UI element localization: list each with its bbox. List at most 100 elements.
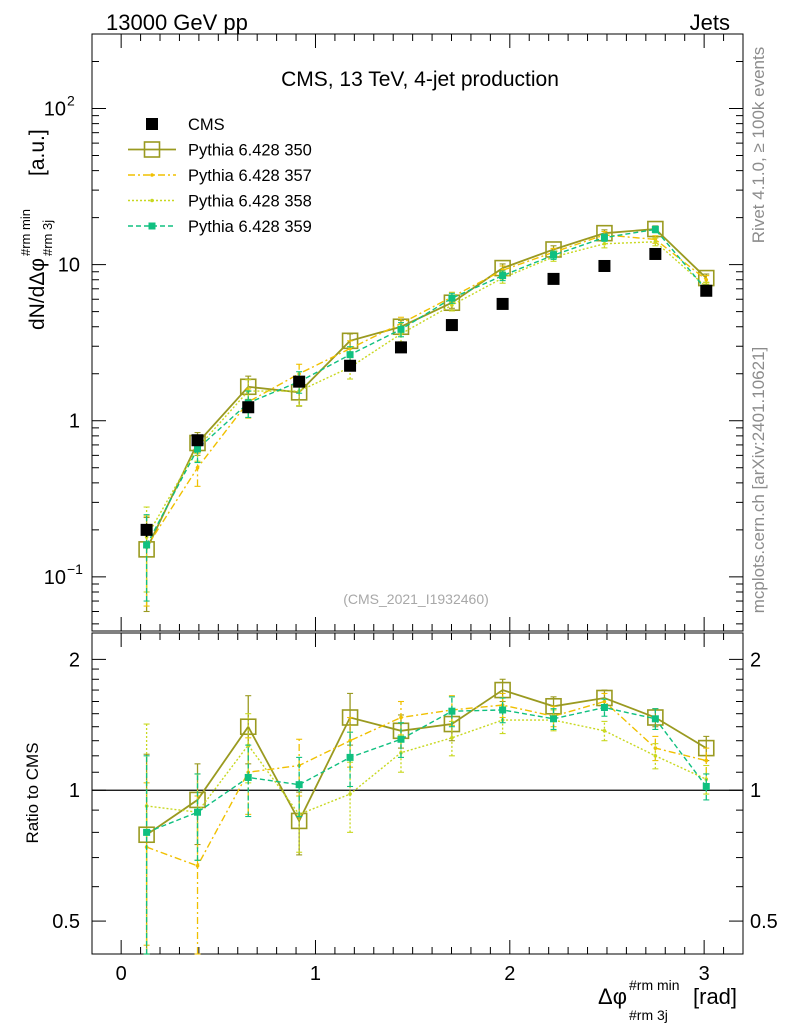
xlabel-sup: #rm min xyxy=(629,977,680,993)
legend-label: Pythia 6.428 358 xyxy=(188,193,312,211)
ratio-series-line xyxy=(146,689,707,836)
ratio-y-tick-label: 0.5 xyxy=(52,911,80,933)
ratio-y-tick-label-right: 1 xyxy=(750,780,761,802)
cms-point xyxy=(445,319,458,332)
y-tick-label-base: 10 xyxy=(44,567,66,589)
xlabel-main: Δφ xyxy=(598,984,627,1009)
cms-data xyxy=(140,247,713,538)
cms-point xyxy=(496,297,509,310)
cms-point xyxy=(293,375,306,388)
top-ylabel-sup: #rm min xyxy=(18,209,33,256)
y-tick-label-exp: 2 xyxy=(67,92,75,108)
legend-marker xyxy=(150,173,154,177)
ratio-series-point xyxy=(138,826,155,844)
top-series-point xyxy=(397,325,405,333)
ratio-series-point xyxy=(651,715,659,723)
mcplots-label: mcplots.cern.ch [arXiv:2401.10621] xyxy=(749,347,768,613)
series-layer xyxy=(138,220,715,955)
ratio-series-point xyxy=(602,729,607,733)
ratio-series-point xyxy=(341,709,359,726)
ratio-series-line xyxy=(146,706,707,834)
ratio-y-tick-label: 2 xyxy=(69,649,80,671)
legend-entry: Pythia 6.428 350 xyxy=(128,141,312,160)
ratio-series-point xyxy=(295,781,303,789)
top-series-point xyxy=(348,346,352,351)
legend-entry: CMS xyxy=(146,116,225,134)
legend-label: Pythia 6.428 350 xyxy=(188,142,312,160)
top-ylabel-main: dN/dΔφ xyxy=(26,258,49,330)
y-tick-label: 10 xyxy=(58,255,80,277)
xlabel-unit: [rad] xyxy=(693,984,737,1009)
cms-point xyxy=(700,284,713,297)
ratio-series-line xyxy=(146,700,707,867)
ratio-series-point xyxy=(399,715,403,720)
legend-entry: Pythia 6.428 357 xyxy=(128,167,312,185)
cms-point xyxy=(547,272,560,285)
top-ylabel-sub: #rm 3j xyxy=(40,220,55,256)
top-series-point xyxy=(448,294,456,302)
cms-point xyxy=(598,259,611,272)
ratio-panel-frame xyxy=(91,632,744,955)
y-tick-label-exp: −1 xyxy=(67,561,83,577)
ratio-series-p358 xyxy=(143,706,710,955)
top-series-point xyxy=(346,351,354,359)
top-series-p358 xyxy=(143,237,710,593)
legend-entry: Pythia 6.428 358 xyxy=(128,193,312,211)
analysis-watermark: (CMS_2021_I1932460) xyxy=(343,591,489,607)
legend-label: Pythia 6.428 359 xyxy=(188,218,312,236)
legend-marker xyxy=(150,198,154,203)
header-energy: 13000 GeV pp xyxy=(106,10,248,35)
y-tick-label: 10 2 xyxy=(44,92,75,120)
legend-marker xyxy=(143,141,161,158)
ratio-series-point xyxy=(702,782,710,790)
top-series-point xyxy=(651,225,659,233)
ratio-series-point xyxy=(704,758,709,763)
y-tick-label-base: 1 xyxy=(69,411,80,433)
top-series-point xyxy=(602,241,607,246)
cms-point xyxy=(649,247,662,260)
ratio-ylabel: Ratio to CMS xyxy=(23,742,42,843)
top-ylabel: dN/dΔφ #rm min #rm 3j [a.u.] xyxy=(18,129,55,330)
y-tick-label-base: 10 xyxy=(58,255,80,277)
ratio-series-point xyxy=(194,808,202,816)
ratio-series-point xyxy=(448,707,456,715)
top-series-p357 xyxy=(143,230,710,607)
ratio-series-line xyxy=(146,719,707,816)
ratio-series-point xyxy=(195,864,200,868)
top-series-line xyxy=(145,228,707,550)
ratio-series-p357 xyxy=(143,692,710,955)
cms-point xyxy=(242,401,255,414)
ratio-series-point xyxy=(346,753,354,761)
x-tick-label: 0 xyxy=(116,963,127,985)
legend: CMS Pythia 6.428 350 Pythia 6.428 357 Pythi… xyxy=(128,116,312,236)
x-tick-label: 2 xyxy=(504,963,515,985)
top-series-point xyxy=(499,272,507,280)
ratio-series-point xyxy=(244,773,252,781)
top-series-point xyxy=(195,465,200,470)
rivet-label: Rivet 4.1.0, ≥ 100k events xyxy=(749,47,768,243)
ratio-series-point xyxy=(348,738,352,743)
y-tick-label: 10 −1 xyxy=(44,561,83,589)
top-series-point xyxy=(550,251,558,259)
ratio-series-point xyxy=(143,828,151,836)
ratio-y-tick-label-right: 0.5 xyxy=(750,911,778,933)
cms-point xyxy=(344,359,357,372)
legend-label: CMS xyxy=(188,116,225,134)
header-category: Jets xyxy=(690,10,730,35)
top-series-point xyxy=(653,239,658,244)
legend-marker xyxy=(146,118,158,130)
ratio-series-point xyxy=(348,792,352,796)
y-tick-label: 1 xyxy=(69,411,80,433)
ratio-series-p350 xyxy=(138,678,715,955)
ratio-series-p359 xyxy=(143,696,710,955)
ratio-series-point xyxy=(600,704,608,712)
top-series-line xyxy=(145,228,707,546)
ratio-series-point xyxy=(397,735,405,743)
top-series-point xyxy=(194,445,202,453)
x-tick-label: 1 xyxy=(310,963,321,985)
legend-marker xyxy=(148,222,156,230)
top-series-point xyxy=(450,303,454,307)
cms-point xyxy=(191,434,204,447)
